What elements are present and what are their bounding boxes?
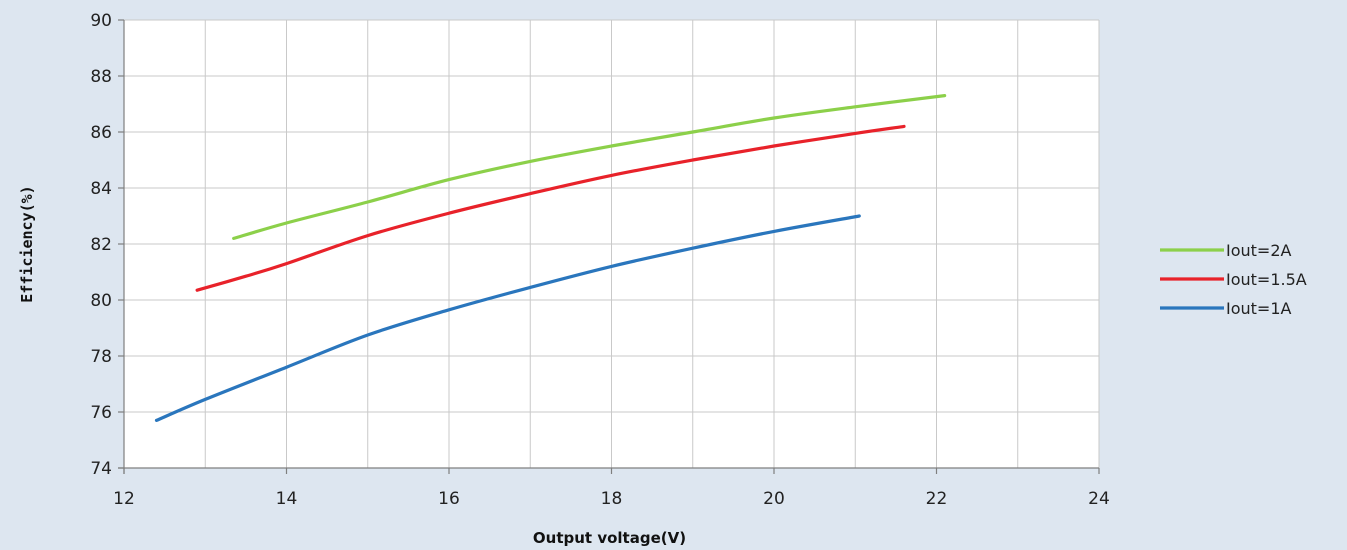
x-tick-label: 16 <box>438 489 460 509</box>
series-line-1 <box>232 94 947 240</box>
legend-label: Iout=1.5A <box>1226 270 1307 289</box>
x-tick-label: 22 <box>926 489 948 509</box>
y-tick-label: 86 <box>90 123 112 143</box>
series-line-2 <box>195 124 906 292</box>
y-tick-label: 78 <box>90 347 112 367</box>
y-tick-label: 88 <box>90 67 112 87</box>
x-tick-label: 18 <box>601 489 623 509</box>
series-lines <box>154 94 947 422</box>
y-tick-label: 76 <box>90 403 112 423</box>
x-tick-label: 24 <box>1088 489 1110 509</box>
y-axis-title: Efficiency(%) <box>18 185 36 302</box>
x-tick-label: 20 <box>763 489 785 509</box>
x-tick-label: 12 <box>113 489 135 509</box>
legend: Iout=2A Iout=1.5A Iout=1A <box>1160 241 1307 318</box>
grid-lines <box>123 19 1100 469</box>
legend-label: Iout=1A <box>1226 299 1292 318</box>
y-tick-label: 90 <box>90 11 112 31</box>
x-tick-label: 14 <box>276 489 298 509</box>
axes <box>118 19 1100 474</box>
y-tick-label: 80 <box>90 291 112 311</box>
y-tick-label: 82 <box>90 235 112 255</box>
tick-labels: 74 76 78 80 82 84 86 88 90 12 14 16 18 20 22 24 <box>90 11 1109 509</box>
series-line-3 <box>154 214 861 422</box>
y-tick-label: 84 <box>90 179 112 199</box>
x-axis-title: Output voltage(V) <box>533 529 686 547</box>
y-tick-label: 74 <box>90 459 112 479</box>
legend-label: Iout=2A <box>1226 241 1292 260</box>
